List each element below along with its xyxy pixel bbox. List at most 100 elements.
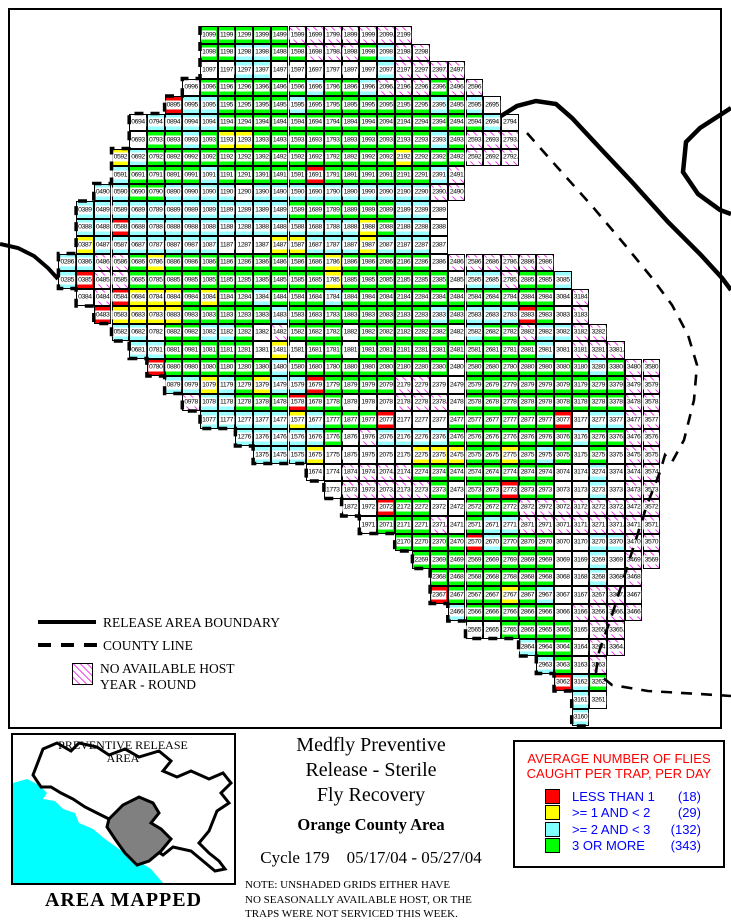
grid-cell: 1192 [217, 148, 236, 166]
grid-cell-number: 1783 [324, 310, 341, 320]
grid-cell: 2884 [518, 288, 537, 306]
grid-cell-number: 1187 [219, 240, 235, 250]
grid-cell-number: 3374 [608, 467, 624, 477]
grid-cell-number: 2094 [378, 117, 394, 127]
grid-cell: 1984 [359, 288, 377, 306]
grid-cell-number: 1494 [271, 117, 288, 127]
grid-cell-number: 1578 [289, 397, 306, 407]
grid-cell-number: 2495 [448, 100, 465, 110]
grid-cell-number: 2674 [484, 467, 500, 477]
grid-cell: 1691 [306, 166, 324, 184]
grid-cell: 1186 [217, 253, 236, 271]
grid-cell: 1886 [341, 253, 360, 271]
grid-cell-number: 3181 [572, 345, 589, 355]
grid-cell-number: 3575 [643, 450, 660, 460]
grid-cell: 1090 [200, 183, 218, 201]
grid-cell: 2973 [536, 481, 554, 499]
grid-cell: 2183 [394, 306, 413, 324]
grid-cell: 3374 [607, 463, 625, 481]
grid-cell: 1476 [270, 428, 289, 446]
grid-cell-number: 2592 [466, 152, 483, 162]
grid-cell: 2373 [430, 481, 448, 499]
grid-cell: 1396 [253, 78, 271, 96]
grid-cell-number: 2784 [501, 292, 518, 302]
grid-cell-number: 1697 [307, 65, 323, 75]
grid-cell-number: 3377 [608, 415, 624, 425]
grid-cell-number: 1486 [271, 257, 288, 267]
grid-cell-number: 3477 [625, 415, 642, 425]
grid-cell: 1288 [235, 218, 254, 236]
grid-cell-number: 1379 [254, 380, 270, 390]
grid-cell-number: 1199 [219, 30, 235, 40]
grid-cell-number: 1976 [360, 432, 376, 442]
map-title-line3: Fly Recovery [316, 784, 426, 806]
grid-cell: 0587 [111, 236, 130, 254]
grid-cell-number: 2686 [484, 257, 500, 267]
grid-cell: 1796 [323, 78, 342, 96]
grid-cell-number: 2774 [501, 467, 518, 477]
grid-cell: 1971 [359, 516, 377, 534]
grid-cell: 3574 [642, 463, 661, 481]
grid-cell: 2494 [447, 113, 466, 131]
grid-cell-number: 1787 [324, 240, 341, 250]
grid-cell-number: 2273 [413, 485, 429, 495]
grid-cell-number: 2286 [413, 257, 429, 267]
grid-cell-number: 1890 [342, 187, 359, 197]
grid-cell-number: 2288 [413, 222, 429, 232]
grid-cell-number: 1987 [360, 240, 376, 250]
grid-cell-number: 3075 [555, 450, 571, 460]
grid-cell: 0889 [164, 201, 183, 219]
grid-cell-number: 1786 [324, 257, 341, 267]
grid-cell: 2769 [500, 551, 519, 569]
grid-cell-number: 2088 [378, 222, 394, 232]
grid-cell: 2582 [465, 323, 484, 341]
grid-cell: 0886 [164, 253, 183, 271]
grid-cell: 3266 [589, 603, 608, 621]
grid-cell: 0485 [93, 271, 112, 289]
grid-cell: 2780 [500, 358, 519, 376]
grid-cell-number: 2865 [519, 625, 536, 635]
grid-cell: 1093 [200, 131, 218, 149]
grid-cell-number: 1589 [289, 205, 306, 215]
grid-cell: 2770 [500, 533, 519, 551]
grid-cell-number: 1993 [360, 135, 376, 145]
grid-cell-number: 2575 [466, 450, 483, 460]
grid-cell: 1999 [359, 26, 377, 44]
grid-cell: 2878 [518, 393, 537, 411]
grid-cell-number: 2382 [431, 327, 447, 337]
grid-cell-number: 2199 [395, 30, 412, 40]
grid-cell-number: 2782 [501, 327, 518, 337]
grid-cell: 1578 [288, 393, 307, 411]
grid-cell: 0792 [146, 148, 165, 166]
grid-cell-number: 2973 [537, 485, 553, 495]
grid-cell-number: 2285 [413, 275, 429, 285]
grid-cell: 0694 [129, 113, 147, 131]
grid-cell: 2296 [412, 78, 431, 96]
grid-cell-number: 0591 [112, 170, 129, 180]
grid-cell: 1579 [288, 376, 307, 394]
grid-cell-number: 0692 [130, 152, 146, 162]
grid-cell-number: 1699 [307, 30, 323, 40]
grid-cell: 3275 [589, 446, 608, 464]
grid-cell-number: 3164 [572, 642, 589, 652]
grid-cell-number: 3275 [590, 450, 606, 460]
grid-cell: 2496 [447, 78, 466, 96]
grid-cell: 2170 [394, 533, 413, 551]
grid-cell-number: 3380 [608, 362, 624, 372]
grid-cell: 1180 [217, 358, 236, 376]
grid-cell-number: 1493 [271, 135, 288, 145]
grid-cell: 2186 [394, 253, 413, 271]
grid-cell-number: 2594 [466, 117, 483, 127]
grid-cell: 2293 [412, 131, 431, 149]
grid-cell: 2594 [465, 113, 484, 131]
grid-cell-number: 1393 [254, 135, 270, 145]
grid-cell: 1875 [341, 446, 360, 464]
grid-cell: 3169 [571, 551, 590, 569]
grid-cell-number: 1491 [271, 170, 288, 180]
grid-cell: 1188 [217, 218, 236, 236]
grid-cell: 0783 [146, 306, 165, 324]
grid-cell-number: 1985 [360, 275, 376, 285]
grid-cell-number: 0694 [130, 117, 146, 127]
grid-cell-number: 1499 [271, 30, 288, 40]
grid-cell: 1882 [341, 323, 360, 341]
